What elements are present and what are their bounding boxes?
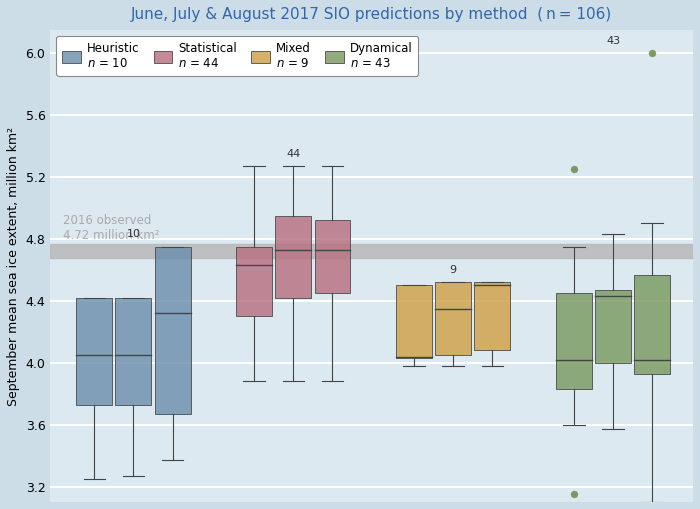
Text: 9: 9 [449, 265, 457, 274]
Text: 44: 44 [286, 149, 300, 158]
Bar [314, 220, 351, 293]
Bar [116, 298, 151, 405]
Bar [50, 244, 693, 259]
Text: 2016 observed
4.72 million km²: 2016 observed 4.72 million km² [63, 214, 160, 242]
Bar [634, 274, 670, 374]
Bar [155, 247, 190, 414]
Bar [275, 216, 312, 298]
Bar [435, 282, 471, 355]
Bar [76, 298, 112, 405]
Text: 43: 43 [606, 36, 620, 45]
Bar [236, 247, 272, 317]
Bar [556, 293, 592, 389]
Text: 10: 10 [127, 229, 141, 239]
Bar [595, 290, 631, 363]
Title: June, July & August 2017 SIO predictions by method  ( n = 106): June, July & August 2017 SIO predictions… [131, 7, 612, 22]
Legend: Heuristic
$n$ = 10, Statistical
$n$ = 44, Mixed
$n$ = 9, Dynamical
$n$ = 43: Heuristic $n$ = 10, Statistical $n$ = 44… [56, 36, 419, 76]
Y-axis label: September mean sea ice extent, million km²: September mean sea ice extent, million k… [7, 127, 20, 406]
Bar [396, 286, 432, 358]
Bar [475, 282, 510, 350]
